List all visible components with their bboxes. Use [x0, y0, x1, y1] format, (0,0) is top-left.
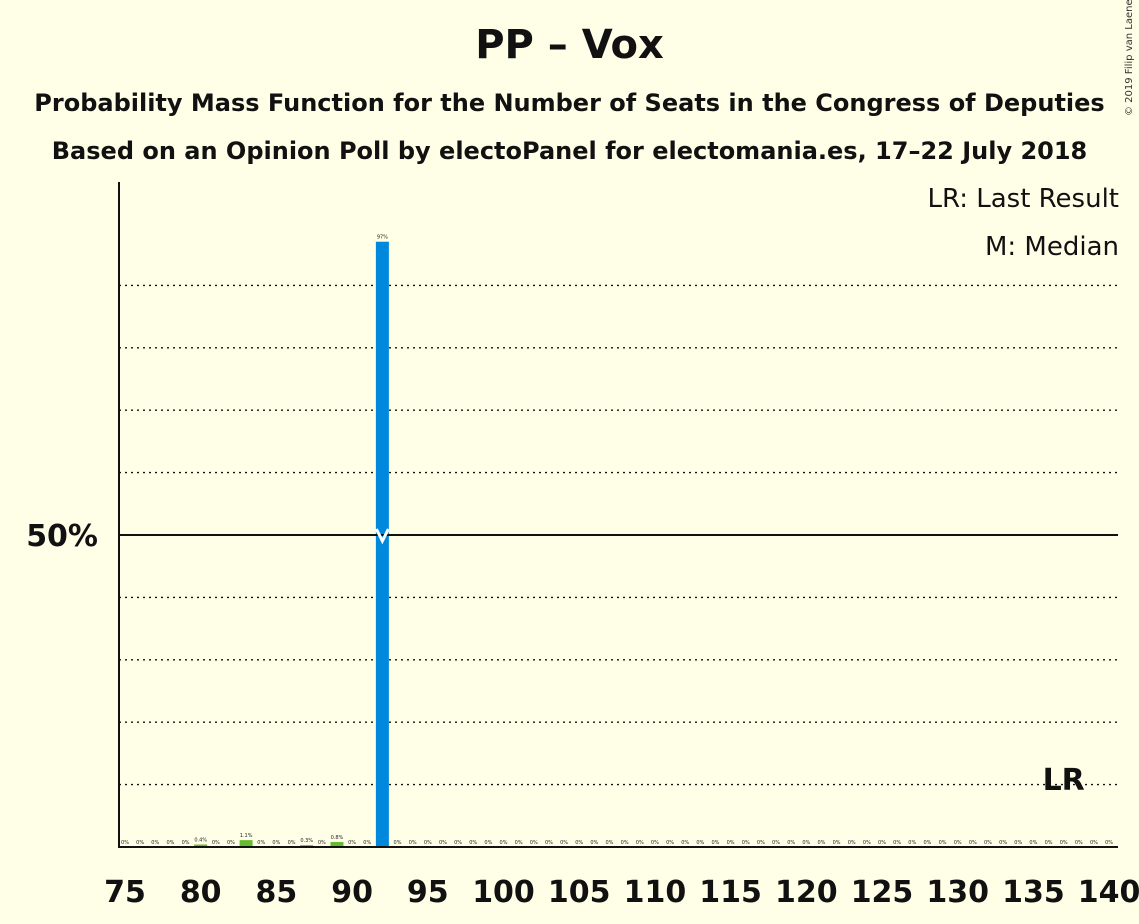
bar-label-102: 0%	[530, 840, 538, 846]
bar-label-123: 0%	[848, 840, 856, 846]
chart-subtitle: Probability Mass Function for the Number…	[34, 89, 1105, 117]
bar-label-93: 0%	[394, 840, 402, 846]
bar-label-133: 0%	[999, 840, 1007, 846]
bar-label-96: 0%	[439, 840, 447, 846]
bar-80	[194, 844, 208, 847]
bar-label-98: 0%	[469, 840, 477, 846]
bar-label-85: 0%	[272, 840, 280, 846]
x-tick-80: 80	[180, 875, 222, 910]
bar-92	[375, 241, 389, 848]
bar-label-100: 0%	[500, 840, 508, 846]
bar-labels: 0% 0% 0% 0% 0% 0.4% 0% 0% 1.1% 0% 0% 0% 0.3% 0% 0.8% 0%…	[121, 235, 1113, 846]
bar-label-81: 0%	[212, 840, 220, 846]
bar-label-126: 0%	[893, 840, 901, 846]
bar-label-138: 0%	[1075, 840, 1083, 846]
bar-label-91: 0%	[363, 840, 371, 846]
bar-label-117: 0%	[757, 840, 765, 846]
bar-label-127: 0%	[908, 840, 916, 846]
bar-label-94: 0%	[409, 840, 417, 846]
gridlines	[119, 284, 1118, 786]
bar-label-120: 0%	[802, 840, 810, 846]
bar-label-106: 0%	[590, 840, 598, 846]
bar-label-130: 0%	[954, 840, 962, 846]
y-tick-label: 50%	[26, 519, 98, 554]
bar-label-88: 0%	[318, 840, 326, 846]
bar-label-104: 0%	[560, 840, 568, 846]
bar-label-131: 0%	[969, 840, 977, 846]
bar-label-140: 0%	[1105, 840, 1113, 846]
x-tick-135: 135	[1002, 875, 1065, 910]
markers: LR	[375, 528, 1085, 798]
bar-label-108: 0%	[621, 840, 629, 846]
bar-label-137: 0%	[1060, 840, 1068, 846]
bar-label-84: 0%	[257, 840, 265, 846]
bars	[194, 241, 389, 848]
bar-label-101: 0%	[515, 840, 523, 846]
bar-label-95: 0%	[424, 840, 432, 846]
x-tick-100: 100	[472, 875, 535, 910]
bar-83	[239, 840, 253, 847]
bar-label-80: 0.4%	[194, 838, 207, 844]
bar-label-77: 0%	[151, 840, 159, 846]
bar-label-136: 0%	[1045, 840, 1053, 846]
bar-label-109: 0%	[636, 840, 644, 846]
x-tick-115: 115	[699, 875, 762, 910]
x-tick-110: 110	[624, 875, 687, 910]
bar-label-118: 0%	[772, 840, 780, 846]
chart-source: Based on an Opinion Poll by electoPanel …	[51, 137, 1088, 165]
x-tick-120: 120	[775, 875, 838, 910]
bar-label-129: 0%	[939, 840, 947, 846]
legend-median: M: Median	[984, 232, 1119, 262]
bar-label-79: 0%	[182, 840, 190, 846]
bar-label-122: 0%	[833, 840, 841, 846]
bar-label-83: 1.1%	[240, 833, 253, 839]
bar-label-105: 0%	[575, 840, 583, 846]
bar-label-114: 0%	[711, 840, 719, 846]
bar-label-89: 0.8%	[331, 835, 344, 841]
bar-label-124: 0%	[863, 840, 871, 846]
x-tick-105: 105	[548, 875, 611, 910]
legend-last-result: LR: Last Result	[927, 184, 1119, 214]
x-tick-140: 140	[1078, 875, 1139, 910]
x-tick-75: 75	[104, 875, 146, 910]
bar-label-111: 0%	[666, 840, 674, 846]
bar-label-113: 0%	[696, 840, 704, 846]
bar-label-115: 0%	[727, 840, 735, 846]
bar-label-116: 0%	[742, 840, 750, 846]
bar-label-82: 0%	[227, 840, 235, 846]
bar-label-139: 0%	[1090, 840, 1098, 846]
bar-label-75: 0%	[121, 840, 129, 846]
bar-label-103: 0%	[545, 840, 553, 846]
bar-label-134: 0%	[1014, 840, 1022, 846]
bar-label-121: 0%	[817, 840, 825, 846]
bar-label-110: 0%	[651, 840, 659, 846]
bar-label-128: 0%	[923, 840, 931, 846]
bar-label-135: 0%	[1029, 840, 1037, 846]
x-tick-labels: 75 80 85 90 95 100 105 110 115 120 125 130 135 140	[104, 875, 1139, 910]
bar-label-78: 0%	[166, 840, 174, 846]
bar-label-99: 0%	[484, 840, 492, 846]
bar-label-87: 0.3%	[300, 838, 313, 844]
bar-label-90: 0%	[348, 840, 356, 846]
bar-label-132: 0%	[984, 840, 992, 846]
bar-89	[330, 842, 344, 847]
x-tick-130: 130	[926, 875, 989, 910]
axes: 50%	[26, 182, 1118, 848]
bar-label-112: 0%	[681, 840, 689, 846]
bar-label-92: 97%	[377, 235, 388, 241]
chart-title: PP – Vox	[475, 22, 664, 68]
x-tick-95: 95	[407, 875, 449, 910]
median-marker	[375, 528, 390, 545]
bar-label-119: 0%	[787, 840, 795, 846]
last-result-marker: LR	[1043, 763, 1085, 798]
bar-label-97: 0%	[454, 840, 462, 846]
x-tick-125: 125	[851, 875, 914, 910]
bar-label-107: 0%	[606, 840, 614, 846]
x-tick-90: 90	[331, 875, 373, 910]
bar-label-76: 0%	[136, 840, 144, 846]
x-tick-85: 85	[256, 875, 298, 910]
bar-label-86: 0%	[288, 840, 296, 846]
bar-label-125: 0%	[878, 840, 886, 846]
